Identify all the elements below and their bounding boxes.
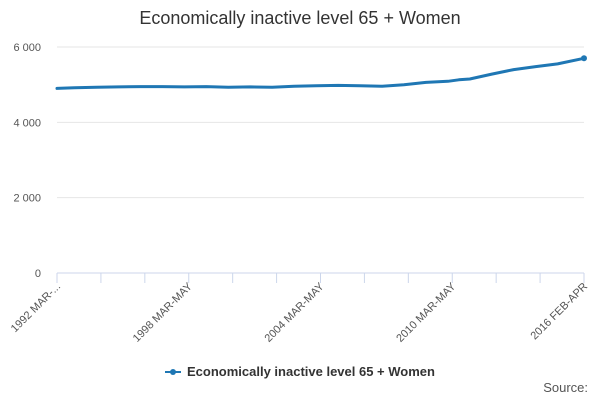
legend-marker <box>170 368 177 375</box>
x-tick-label: 2010 MAR-MAY <box>394 280 459 345</box>
y-tick-label: 6 000 <box>13 42 41 54</box>
legend[interactable]: Economically inactive level 65 + Women <box>0 364 600 379</box>
y-tick-label: 2 000 <box>13 193 41 205</box>
x-axis <box>56 272 585 283</box>
x-tick-label: 1998 MAR-MAY <box>131 280 196 345</box>
chart-title: Economically inactive level 65 + Women <box>139 8 461 28</box>
y-axis-tick-labels: 0 2 000 4 000 6 000 <box>13 42 41 280</box>
y-tick-label: 0 <box>35 268 41 280</box>
x-tick-label: 2016 FEB-APR <box>528 281 590 343</box>
series-layer <box>55 55 587 90</box>
x-tick-label: 2004 MAR-MAY <box>263 280 328 345</box>
series-line <box>55 56 586 90</box>
x-axis-tick-labels: 1992 MAR-... 1998 MAR-MAY 2004 MAR-MAY 2010… <box>9 280 590 345</box>
legend-swatch <box>165 368 182 375</box>
x-tick-label: 1992 MAR-... <box>9 281 63 335</box>
y-tick-label: 4 000 <box>13 117 41 129</box>
gridlines <box>57 46 584 199</box>
legend-label: Economically inactive level 65 + Women <box>187 364 435 379</box>
series-end-marker <box>581 55 587 62</box>
source-label: Source: <box>543 380 588 395</box>
